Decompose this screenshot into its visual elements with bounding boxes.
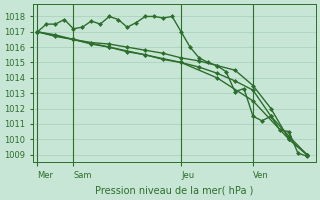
X-axis label: Pression niveau de la mer( hPa ): Pression niveau de la mer( hPa )	[95, 186, 253, 196]
